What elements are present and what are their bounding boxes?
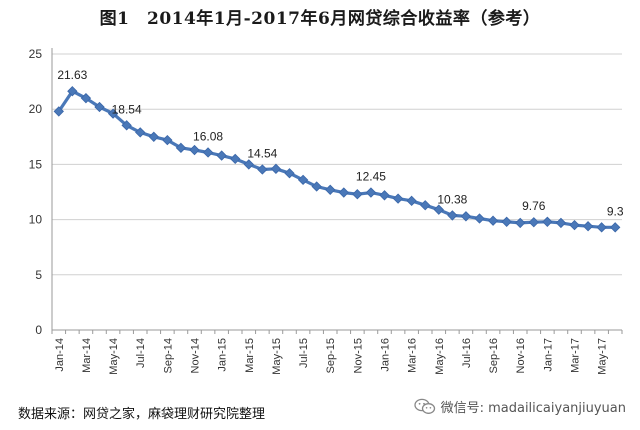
data-point (487, 215, 499, 226)
data-label: 16.08 (193, 129, 223, 143)
data-point (175, 142, 187, 154)
x-tick-label: May-16 (434, 338, 446, 375)
data-point (94, 101, 105, 113)
x-tick-label: Mar-14 (81, 338, 93, 373)
data-point (379, 190, 390, 201)
data-point (53, 106, 64, 117)
data-point (433, 204, 444, 215)
x-tick-label: Mar-16 (407, 338, 419, 373)
data-point (135, 127, 146, 138)
data-point (528, 217, 539, 228)
data-point (352, 189, 363, 200)
data-point (555, 217, 567, 229)
x-tick-label: Sep-16 (488, 338, 500, 373)
x-tick-label: May-15 (271, 338, 283, 375)
data-point (501, 216, 512, 227)
x-tick-label: Nov-16 (515, 338, 527, 373)
data-point (202, 147, 214, 158)
data-point (162, 134, 173, 146)
data-point (257, 164, 268, 175)
y-tick-label: 20 (29, 102, 43, 116)
y-tick-label: 15 (29, 157, 43, 171)
data-point (447, 210, 458, 221)
data-label: 9.76 (522, 199, 546, 213)
data-point (515, 217, 526, 229)
data-label: 9.3 (607, 204, 624, 218)
data-point (338, 187, 349, 198)
data-point (460, 211, 472, 222)
x-tick-label: May-14 (108, 338, 120, 375)
data-label: 12.45 (356, 170, 386, 184)
data-point (311, 181, 322, 192)
data-point (243, 159, 254, 170)
x-tick-label: Jan-14 (54, 338, 66, 372)
data-point (189, 144, 200, 156)
y-tick-label: 10 (29, 213, 43, 227)
data-point (596, 222, 607, 233)
data-label: 18.54 (112, 102, 142, 116)
data-point (420, 200, 431, 211)
data-point (121, 120, 132, 131)
data-point (392, 193, 404, 204)
wechat-icon (413, 398, 435, 414)
watermark-text: 微信号: madailicaiyanjiuyuan (440, 401, 626, 416)
data-point (67, 86, 78, 97)
data-label: 14.54 (247, 146, 277, 160)
data-point (270, 163, 282, 174)
data-point (297, 174, 309, 186)
data-point (284, 168, 295, 179)
data-point (216, 150, 227, 161)
x-tick-label: Jul-14 (135, 338, 147, 368)
data-point (406, 195, 417, 206)
data-label: 10.38 (437, 192, 467, 206)
x-tick-label: Jul-15 (298, 338, 310, 368)
x-tick-label: Nov-15 (352, 338, 364, 373)
x-tick-label: Sep-14 (162, 338, 174, 373)
data-point (474, 213, 485, 224)
data-point (230, 153, 241, 165)
data-label: 21.63 (57, 68, 87, 82)
x-tick-label: Mar-17 (570, 338, 582, 373)
data-point (107, 108, 119, 119)
data-point (148, 131, 159, 142)
data-point (582, 221, 594, 232)
data-point (80, 92, 92, 104)
data-point (325, 184, 336, 195)
x-tick-label: May-17 (597, 338, 609, 375)
x-tick-label: Sep-15 (325, 338, 337, 373)
data-point (542, 216, 553, 227)
chart-title: 图1 2014年1月-2017年6月网贷综合收益率（参考） (99, 9, 541, 29)
data-point (610, 222, 621, 233)
data-point (365, 187, 377, 198)
x-tick-label: Mar-15 (244, 338, 256, 373)
wechat-watermark: 微信号: madailicaiyanjiuyuan (413, 397, 626, 416)
x-tick-label: Jul-16 (461, 338, 473, 368)
data-point (569, 219, 580, 231)
y-tick-label: 0 (35, 323, 42, 337)
x-tick-label: Nov-14 (190, 338, 202, 373)
y-tick-label: 25 (29, 47, 43, 61)
x-tick-label: Jan-17 (542, 338, 554, 372)
source-note: 数据来源：网贷之家，麻袋理财研究院整理 (18, 407, 266, 422)
y-tick-label: 5 (35, 268, 42, 282)
x-tick-label: Jan-16 (380, 338, 392, 372)
x-tick-label: Jan-15 (217, 338, 229, 372)
